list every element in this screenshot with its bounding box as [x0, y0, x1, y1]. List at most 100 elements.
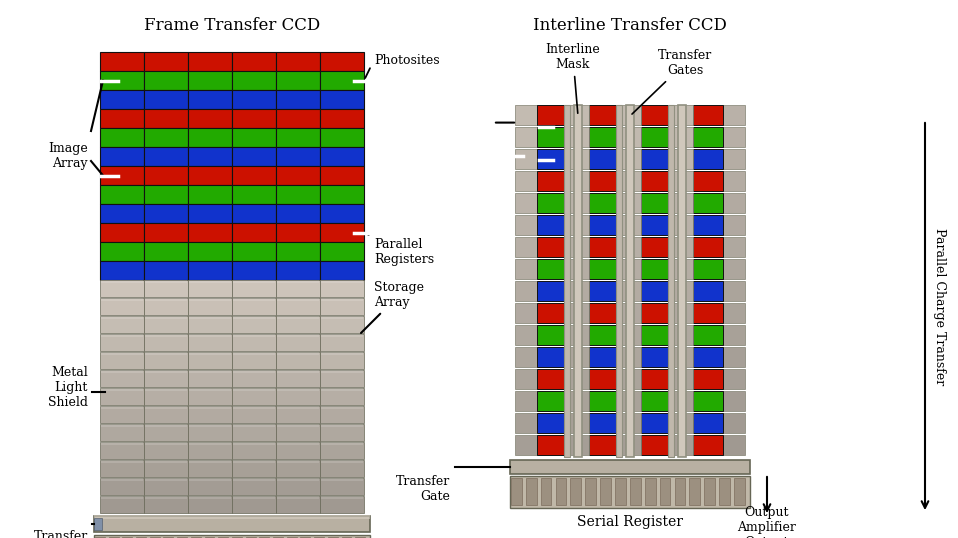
Bar — [145, 370, 187, 373]
Bar — [218, 537, 228, 538]
Bar — [619, 325, 641, 345]
Bar — [188, 298, 232, 315]
Bar — [567, 149, 589, 169]
Bar — [94, 516, 370, 532]
Bar — [671, 193, 693, 213]
Bar — [630, 478, 641, 505]
Bar — [233, 316, 275, 319]
Bar — [188, 128, 232, 147]
Bar — [320, 478, 364, 495]
Bar — [277, 298, 319, 301]
Bar — [145, 460, 187, 463]
Bar — [144, 370, 188, 387]
Bar — [321, 424, 363, 427]
Bar — [641, 105, 671, 125]
Bar — [671, 149, 693, 169]
Bar — [567, 237, 589, 257]
Bar — [567, 127, 589, 147]
Bar — [232, 204, 276, 223]
Bar — [526, 478, 536, 505]
Bar — [188, 242, 232, 261]
Bar — [144, 185, 188, 204]
Bar — [145, 406, 187, 409]
Bar — [100, 109, 144, 128]
Text: Interline
Mask: Interline Mask — [546, 43, 601, 113]
Bar — [232, 280, 276, 297]
Bar — [101, 460, 143, 463]
Bar — [355, 537, 365, 538]
Bar — [101, 352, 143, 355]
Bar — [537, 413, 567, 433]
Bar — [537, 149, 567, 169]
Bar — [145, 388, 187, 391]
Bar — [723, 149, 745, 169]
Bar — [277, 388, 319, 391]
Bar — [144, 478, 188, 495]
Bar — [641, 303, 671, 323]
Bar — [619, 215, 641, 235]
Bar — [276, 442, 320, 459]
Bar — [101, 424, 143, 427]
Bar — [277, 460, 319, 463]
Bar — [321, 460, 363, 463]
Bar — [232, 147, 276, 166]
Bar — [321, 478, 363, 481]
Bar — [321, 406, 363, 409]
Bar — [101, 496, 143, 499]
Bar — [619, 149, 641, 169]
Bar — [232, 223, 276, 242]
Bar — [723, 237, 745, 257]
Bar — [189, 424, 231, 427]
Bar — [641, 149, 671, 169]
Bar — [101, 298, 143, 301]
Bar — [232, 334, 276, 351]
Bar — [144, 280, 188, 297]
Bar — [567, 413, 589, 433]
Bar — [277, 478, 319, 481]
Bar — [693, 105, 723, 125]
Bar — [515, 127, 537, 147]
Bar — [515, 325, 537, 345]
Bar — [144, 406, 188, 423]
Bar — [189, 352, 231, 355]
Bar — [277, 334, 319, 337]
Bar — [101, 370, 143, 373]
Bar — [188, 352, 232, 369]
Bar — [123, 537, 132, 538]
Bar — [100, 460, 144, 477]
Bar — [585, 478, 596, 505]
Bar — [100, 147, 144, 166]
Bar — [276, 147, 320, 166]
Bar — [232, 460, 276, 477]
Bar — [277, 496, 319, 499]
Bar — [619, 347, 641, 367]
Bar — [276, 185, 320, 204]
Bar — [567, 325, 589, 345]
Bar — [276, 90, 320, 109]
Bar — [589, 325, 619, 345]
Bar — [100, 242, 144, 261]
Bar — [660, 478, 671, 505]
Bar — [589, 303, 619, 323]
Bar — [567, 171, 589, 191]
Bar — [671, 259, 693, 279]
Bar — [144, 316, 188, 333]
Bar — [277, 316, 319, 319]
Bar — [320, 109, 364, 128]
Bar — [567, 281, 589, 301]
Bar — [619, 259, 641, 279]
Bar — [100, 424, 144, 441]
Bar — [144, 424, 188, 441]
Text: Transfer
Gate: Transfer Gate — [396, 475, 450, 503]
Bar — [144, 298, 188, 315]
Bar — [537, 259, 567, 279]
Bar — [693, 215, 723, 235]
Bar — [641, 171, 671, 191]
Bar — [641, 413, 671, 433]
Bar — [188, 185, 232, 204]
Bar — [537, 171, 567, 191]
Bar — [276, 334, 320, 351]
Bar — [314, 537, 324, 538]
Bar — [515, 303, 537, 323]
Bar — [320, 242, 364, 261]
